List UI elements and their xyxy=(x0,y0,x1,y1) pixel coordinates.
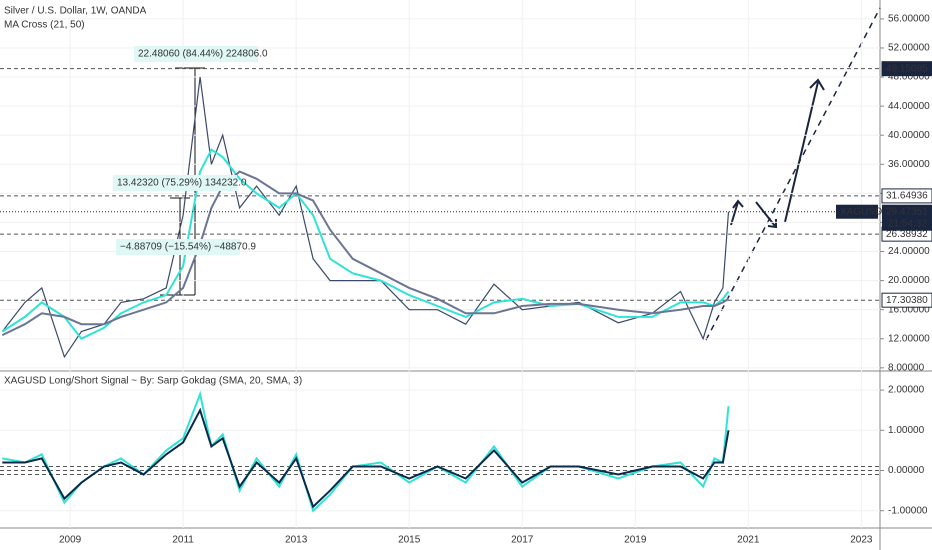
y-tick-label: 40.00000 xyxy=(888,130,930,141)
symbol-label: XAGUSD xyxy=(840,206,882,217)
series-line xyxy=(1,77,730,359)
y-tick-label: 20.00000 xyxy=(888,275,930,286)
level-tag xyxy=(881,292,932,308)
chart-title: Silver / U.S. Dollar, 1W, OANDA xyxy=(4,6,147,17)
x-tick-label: 2009 xyxy=(59,535,82,546)
level-label: 26.38932 xyxy=(886,229,928,240)
x-tick-label: 2011 xyxy=(172,535,194,546)
level-label: 49.15095 xyxy=(886,63,928,74)
y-tick-label: 36.00000 xyxy=(888,159,930,170)
measure-label: −4.88709 (−15.54%) −48870.9 xyxy=(120,242,256,253)
level-label: 31.64936 xyxy=(886,191,928,202)
x-tick-label: 2013 xyxy=(285,535,308,546)
y-tick-label: 8.00000 xyxy=(888,362,925,373)
y-tick-label: -1.00000 xyxy=(888,505,928,516)
x-tick-label: 2021 xyxy=(737,535,760,546)
x-tick-label: 2019 xyxy=(624,535,647,546)
trend-line[interactable] xyxy=(705,7,881,341)
y-tick-label: 56.00000 xyxy=(888,14,930,25)
level-tag xyxy=(881,188,932,204)
x-tick-label: 2015 xyxy=(398,535,421,546)
x-tick-label: 2023 xyxy=(850,535,873,546)
drawn-arrow[interactable] xyxy=(755,78,825,229)
y-tick-label: 12.00000 xyxy=(888,333,930,344)
x-tick-label: 2017 xyxy=(511,535,534,546)
y-tick-label: 16.00000 xyxy=(888,304,930,315)
level-label: 17.30380 xyxy=(886,295,928,306)
y-tick-label: 48.00000 xyxy=(888,72,930,83)
y-tick-label: 44.00000 xyxy=(888,101,930,112)
measure-label: 13.42320 (75.29%) 134232.0 xyxy=(117,178,247,189)
y-tick-label: 24.00000 xyxy=(888,246,930,257)
measure-box xyxy=(134,46,258,62)
y-tick-label: 2.00000 xyxy=(888,385,925,396)
series-line xyxy=(1,170,730,337)
y-tick-label: 52.00000 xyxy=(888,43,930,54)
indicator-label: XAGUSD Long/Short Signal ~ By: Sarp Gokd… xyxy=(4,376,302,387)
series-line xyxy=(2,390,730,513)
countdown-label: 21:54:32 xyxy=(888,218,927,229)
measure-label: 22.48060 (84.44%) 224806.0 xyxy=(138,49,268,60)
price-tag xyxy=(882,204,932,231)
drawn-arrow[interactable] xyxy=(730,199,744,226)
y-tick-label: 0.00000 xyxy=(888,465,925,476)
measure-box xyxy=(116,239,240,255)
y-tick-label: 1.00000 xyxy=(888,425,925,436)
series-line xyxy=(1,148,730,340)
series-line xyxy=(2,407,730,509)
level-tag xyxy=(881,61,932,77)
measure-box xyxy=(113,175,237,191)
symbol-tag xyxy=(836,204,878,219)
last-price-label: 29.47351 xyxy=(886,206,928,217)
indicator-label: MA Cross (21, 50) xyxy=(4,20,85,31)
